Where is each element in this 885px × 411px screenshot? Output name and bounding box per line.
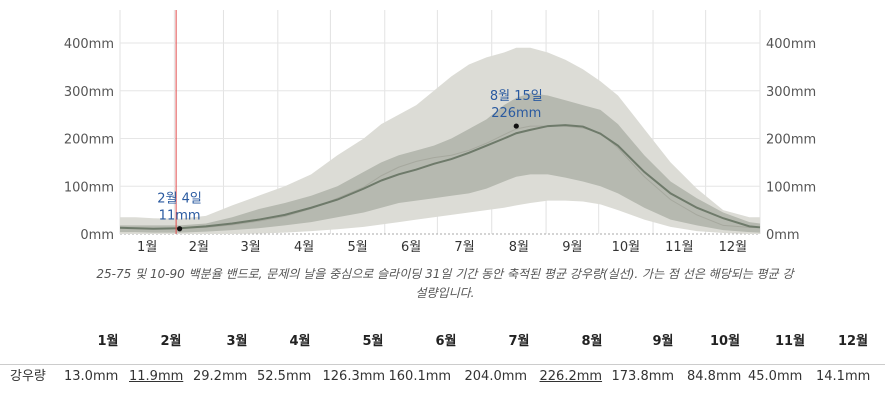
table-cell-value: 160.1mm xyxy=(388,369,452,384)
snowfall-dotted-line xyxy=(120,125,761,230)
table-header-row: 1월 2월 3월 4월 5월 6월 7월 8월 9월 10월 11월 12월 xyxy=(0,330,885,354)
chart-bands xyxy=(120,47,760,235)
table-header-month: 9월 xyxy=(652,334,674,349)
mean-rainfall-line xyxy=(119,124,761,230)
x-tick-month: 5월 xyxy=(347,240,367,255)
table-header-month: 12월 xyxy=(838,334,869,349)
x-axis: 1월 2월 3월 4월 5월 6월 7월 8월 9월 10월 11월 12월 xyxy=(137,240,747,255)
x-tick-month: 7월 xyxy=(454,240,474,255)
x-tick-month: 9월 xyxy=(562,240,582,255)
row-label: 강우량 xyxy=(10,369,46,384)
rainfall-chart: 0mm 100mm 200mm 300mm 400mm 0mm 100mm 200mm 300… xyxy=(64,10,816,255)
highlight-point xyxy=(513,123,519,129)
table-header-month: 10월 xyxy=(710,334,741,349)
table-header-month: 2월 xyxy=(160,334,182,349)
highlight-date-label: 8월 15일 xyxy=(490,89,543,104)
table-header-month: 11월 xyxy=(775,334,806,349)
y-axis-left: 0mm 100mm 200mm 300mm 400mm xyxy=(64,37,114,243)
y-tick-left: 100mm xyxy=(64,180,114,195)
highlight-date-label: 2월 4일 xyxy=(157,192,202,207)
table-cell-value: 226.2mm xyxy=(539,369,603,384)
band-10-90 xyxy=(120,47,760,235)
y-tick-right: 300mm xyxy=(766,85,816,100)
x-tick-month: 2월 xyxy=(189,240,209,255)
table-cell-value: 52.5mm xyxy=(257,369,312,384)
table-cell-value: 11.9mm xyxy=(129,369,184,384)
x-tick-month: 11월 xyxy=(665,240,694,255)
table-cell-value: 173.8mm xyxy=(611,369,675,384)
table-header-month: 5월 xyxy=(362,334,384,349)
table-header-month: 3월 xyxy=(226,334,248,349)
x-tick-month: 6월 xyxy=(401,240,421,255)
table-cell-value: 126.3mm xyxy=(322,369,386,384)
y-axis-right: 0mm 100mm 200mm 300mm 400mm xyxy=(766,37,816,243)
y-tick-left: 400mm xyxy=(64,37,114,52)
table-header-month: 1월 xyxy=(97,334,119,349)
table-cell-value: 29.2mm xyxy=(193,369,248,384)
x-tick-month: 3월 xyxy=(241,240,261,255)
table-cell-value: 204.0mm xyxy=(464,369,528,384)
y-tick-left: 300mm xyxy=(64,85,114,100)
table-header-month: 7월 xyxy=(508,334,530,349)
chart-caption: 25-75 및 10-90 백분율 밴드로, 문제의 날을 중심으로 슬라이딩 … xyxy=(96,267,794,300)
x-tick-month: 1월 xyxy=(137,240,157,255)
table-header-month: 8월 xyxy=(581,334,603,349)
table-cell-value: 84.8mm xyxy=(687,369,742,384)
chart-annotations: 2월 4일 11mm 8월 15일 226mm xyxy=(157,89,543,232)
highlight-value-label: 226mm xyxy=(491,106,541,121)
table-header-month: 6월 xyxy=(435,334,457,349)
table-cell-value: 45.0mm xyxy=(748,369,803,384)
y-tick-left: 200mm xyxy=(64,133,114,148)
x-tick-month: 12월 xyxy=(719,240,748,255)
y-tick-right: 400mm xyxy=(766,37,816,52)
chart-lines xyxy=(119,10,761,234)
x-tick-month: 4월 xyxy=(294,240,314,255)
table-data-row: 강우량 13.0mm 11.9mm 29.2mm 52.5mm 126.3mm 160.1… xyxy=(0,364,885,389)
table-cell-value: 13.0mm xyxy=(64,369,119,384)
highlight-value-label: 11mm xyxy=(159,209,201,224)
y-tick-right: 100mm xyxy=(766,180,816,195)
highlight-point xyxy=(177,226,183,232)
table-header-month: 4월 xyxy=(289,334,311,349)
y-tick-right: 200mm xyxy=(766,133,816,148)
x-tick-month: 8월 xyxy=(509,240,529,255)
y-tick-right: 0mm xyxy=(766,228,800,243)
y-tick-left: 0mm xyxy=(80,228,114,243)
x-tick-month: 10월 xyxy=(612,240,641,255)
table-cell-value: 14.1mm xyxy=(816,369,871,384)
